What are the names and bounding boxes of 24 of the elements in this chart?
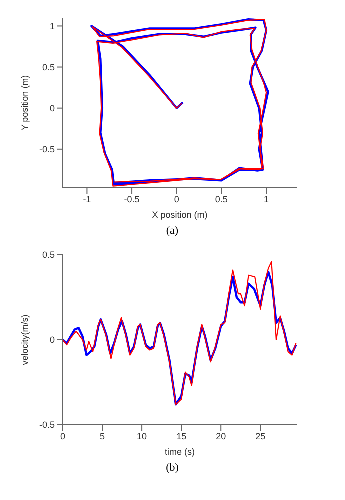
x-tick-label: 0.5	[215, 194, 228, 204]
y-tick-label: -0.5	[39, 420, 55, 430]
x-tick-label: 10	[137, 431, 148, 442]
x-tick-label: 0	[174, 194, 180, 204]
y-axis-title: velocity(m/s)	[20, 314, 30, 366]
x-tick-label: -1	[83, 194, 92, 204]
y-tick-label: 0.5	[42, 250, 55, 260]
y-tick-label: 1	[50, 21, 55, 32]
x-tick-label: 25	[256, 431, 266, 442]
text: (b)	[165, 462, 180, 474]
y-tick-label: 0	[50, 104, 55, 114]
x-axis-title: X position (m)	[152, 210, 208, 220]
y-tick-label: 0.5	[42, 62, 55, 72]
x-tick-label: 0	[60, 431, 66, 442]
x-tick-label: 15	[176, 431, 187, 442]
y-axis-title: Y position (m)	[20, 75, 30, 131]
x-tick-label: -0.5	[124, 194, 140, 204]
y-tick-label: 0	[50, 335, 55, 346]
y-tick-label: -0.5	[39, 144, 55, 155]
x-tick-label: 5	[100, 431, 106, 442]
text: (a)	[165, 225, 180, 237]
x-tick-label: 20	[216, 431, 226, 442]
x-tick-label: 1	[264, 194, 270, 204]
x-axis-title: time (s)	[165, 447, 195, 457]
